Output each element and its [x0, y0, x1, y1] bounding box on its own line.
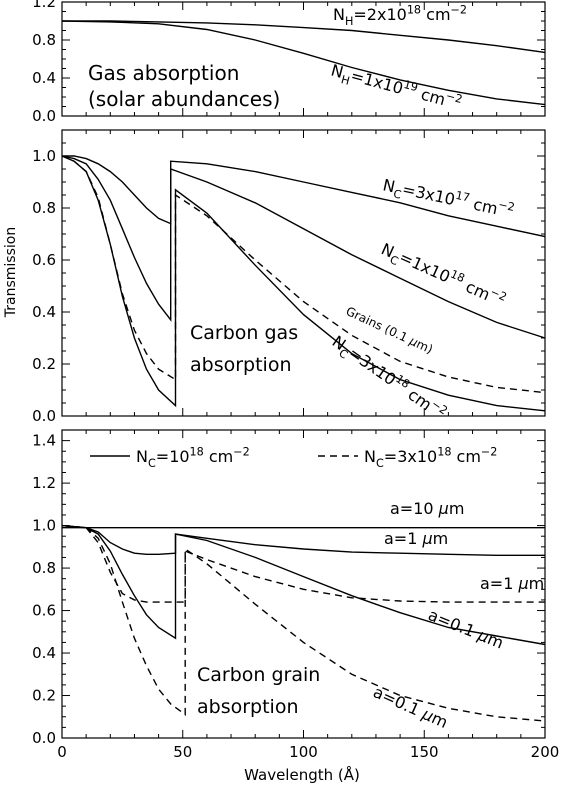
- panel-annotation-line: absorption: [190, 354, 292, 376]
- y-tick-label: 1.0: [32, 147, 56, 165]
- series-line-n-h-1x10-19-cm-2: [61, 20, 546, 106]
- y-tick-label: 0.2: [32, 355, 56, 373]
- series-line-a-0-1-um-solid: [61, 524, 546, 646]
- series-line-a-1-um-solid: [61, 524, 545, 556]
- y-tick-label: 0.8: [32, 559, 56, 577]
- series-line-n-c-1x10-18-cm-2: [61, 155, 546, 339]
- y-tick-label: 1.2: [32, 0, 56, 11]
- y-tick-label: 0.4: [32, 644, 56, 662]
- y-tick-label: 0.6: [32, 251, 56, 269]
- plot-frame: [61, 129, 546, 417]
- y-tick-label: 0.0: [32, 107, 56, 125]
- y-tick-label: 0.6: [32, 602, 56, 620]
- series-label-n-c-3x10-17-cm-2: NC=3x1017 cm−2: [380, 174, 516, 226]
- series-line-n-h-2x10-18-cm-2: [62, 20, 546, 54]
- y-tick-label: 0.2: [32, 687, 56, 705]
- y-tick-label: 0.8: [32, 199, 56, 217]
- y-tick-label: 0.4: [32, 303, 56, 321]
- series-line-a-1-um-dashed: [61, 524, 545, 603]
- panel-annotation-line: Carbon grain: [197, 664, 320, 686]
- series-line-a-0-1-um-dashed: [61, 524, 546, 722]
- x-tick-label: 50: [173, 743, 192, 761]
- panel-annotation-line: Gas absorption: [88, 61, 239, 85]
- series-label-a-10-um: a=10 µm: [390, 499, 464, 518]
- legend-label-solid: NC=1018 cm−2: [136, 445, 250, 470]
- y-tick-label: 0.4: [32, 69, 56, 87]
- series-label-a-0-1-um-solid: a=0.1 µm: [426, 605, 507, 652]
- series-label-a-1-um-dashed: a=1 µm: [480, 574, 544, 593]
- y-tick-label: 0.8: [32, 31, 56, 49]
- x-tick-label: 200: [531, 743, 560, 761]
- x-axis-label: Wavelength (Å): [244, 765, 360, 784]
- y-axis-label: Transmission: [3, 227, 19, 318]
- series-label-a-1-um-solid: a=1 µm: [384, 529, 448, 548]
- y-tick-label: 1.4: [32, 432, 56, 450]
- y-tick-label: 0.0: [32, 407, 56, 425]
- panel-annotation-line: Carbon gas: [190, 322, 298, 344]
- y-tick-label: 1.0: [32, 517, 56, 535]
- panel-annotation-line: (solar abundances): [88, 87, 280, 111]
- panel-gas-absorption: 0.0 0.4 0.8 1.2 NH=2x1018 cm−2 NH=1x1019 cm−2…: [32, 0, 546, 125]
- legend-label-dashed: NC=3x1018 cm−2: [364, 445, 497, 470]
- y-tick-label: 1.2: [32, 474, 56, 492]
- series-label-n-h-2x10-18-cm-2: NH=2x1018 cm−2: [333, 3, 467, 28]
- x-tick-label: 0: [57, 743, 67, 761]
- series-label-n-h-1x10-19-cm-2: NH=1x1019 cm−2: [328, 59, 464, 117]
- panel-carbon-grain-absorption: 0 50 100 150 200 0.0 0.2 0.4 0.6 0.8 1.0 1.2 1.4 a=10…: [32, 429, 560, 761]
- panel-carbon-gas-absorption: 0.00.20.40.60.81.0NC=3x1017 cm−2NC=1x101…: [32, 129, 546, 425]
- plot-frame: [61, 429, 546, 739]
- series-line-grains-0-1-um: [61, 155, 546, 394]
- x-tick-label: 150: [410, 743, 439, 761]
- series-label-a-0-1-um-dashed: a=0.1 µm: [370, 682, 450, 732]
- legend: NC=1018 cm−2 NC=3x1018 cm−2: [90, 445, 497, 470]
- y-tick-label: 0.0: [32, 729, 56, 747]
- panel-annotation-line: absorption: [197, 696, 299, 718]
- x-tick-label: 100: [289, 743, 318, 761]
